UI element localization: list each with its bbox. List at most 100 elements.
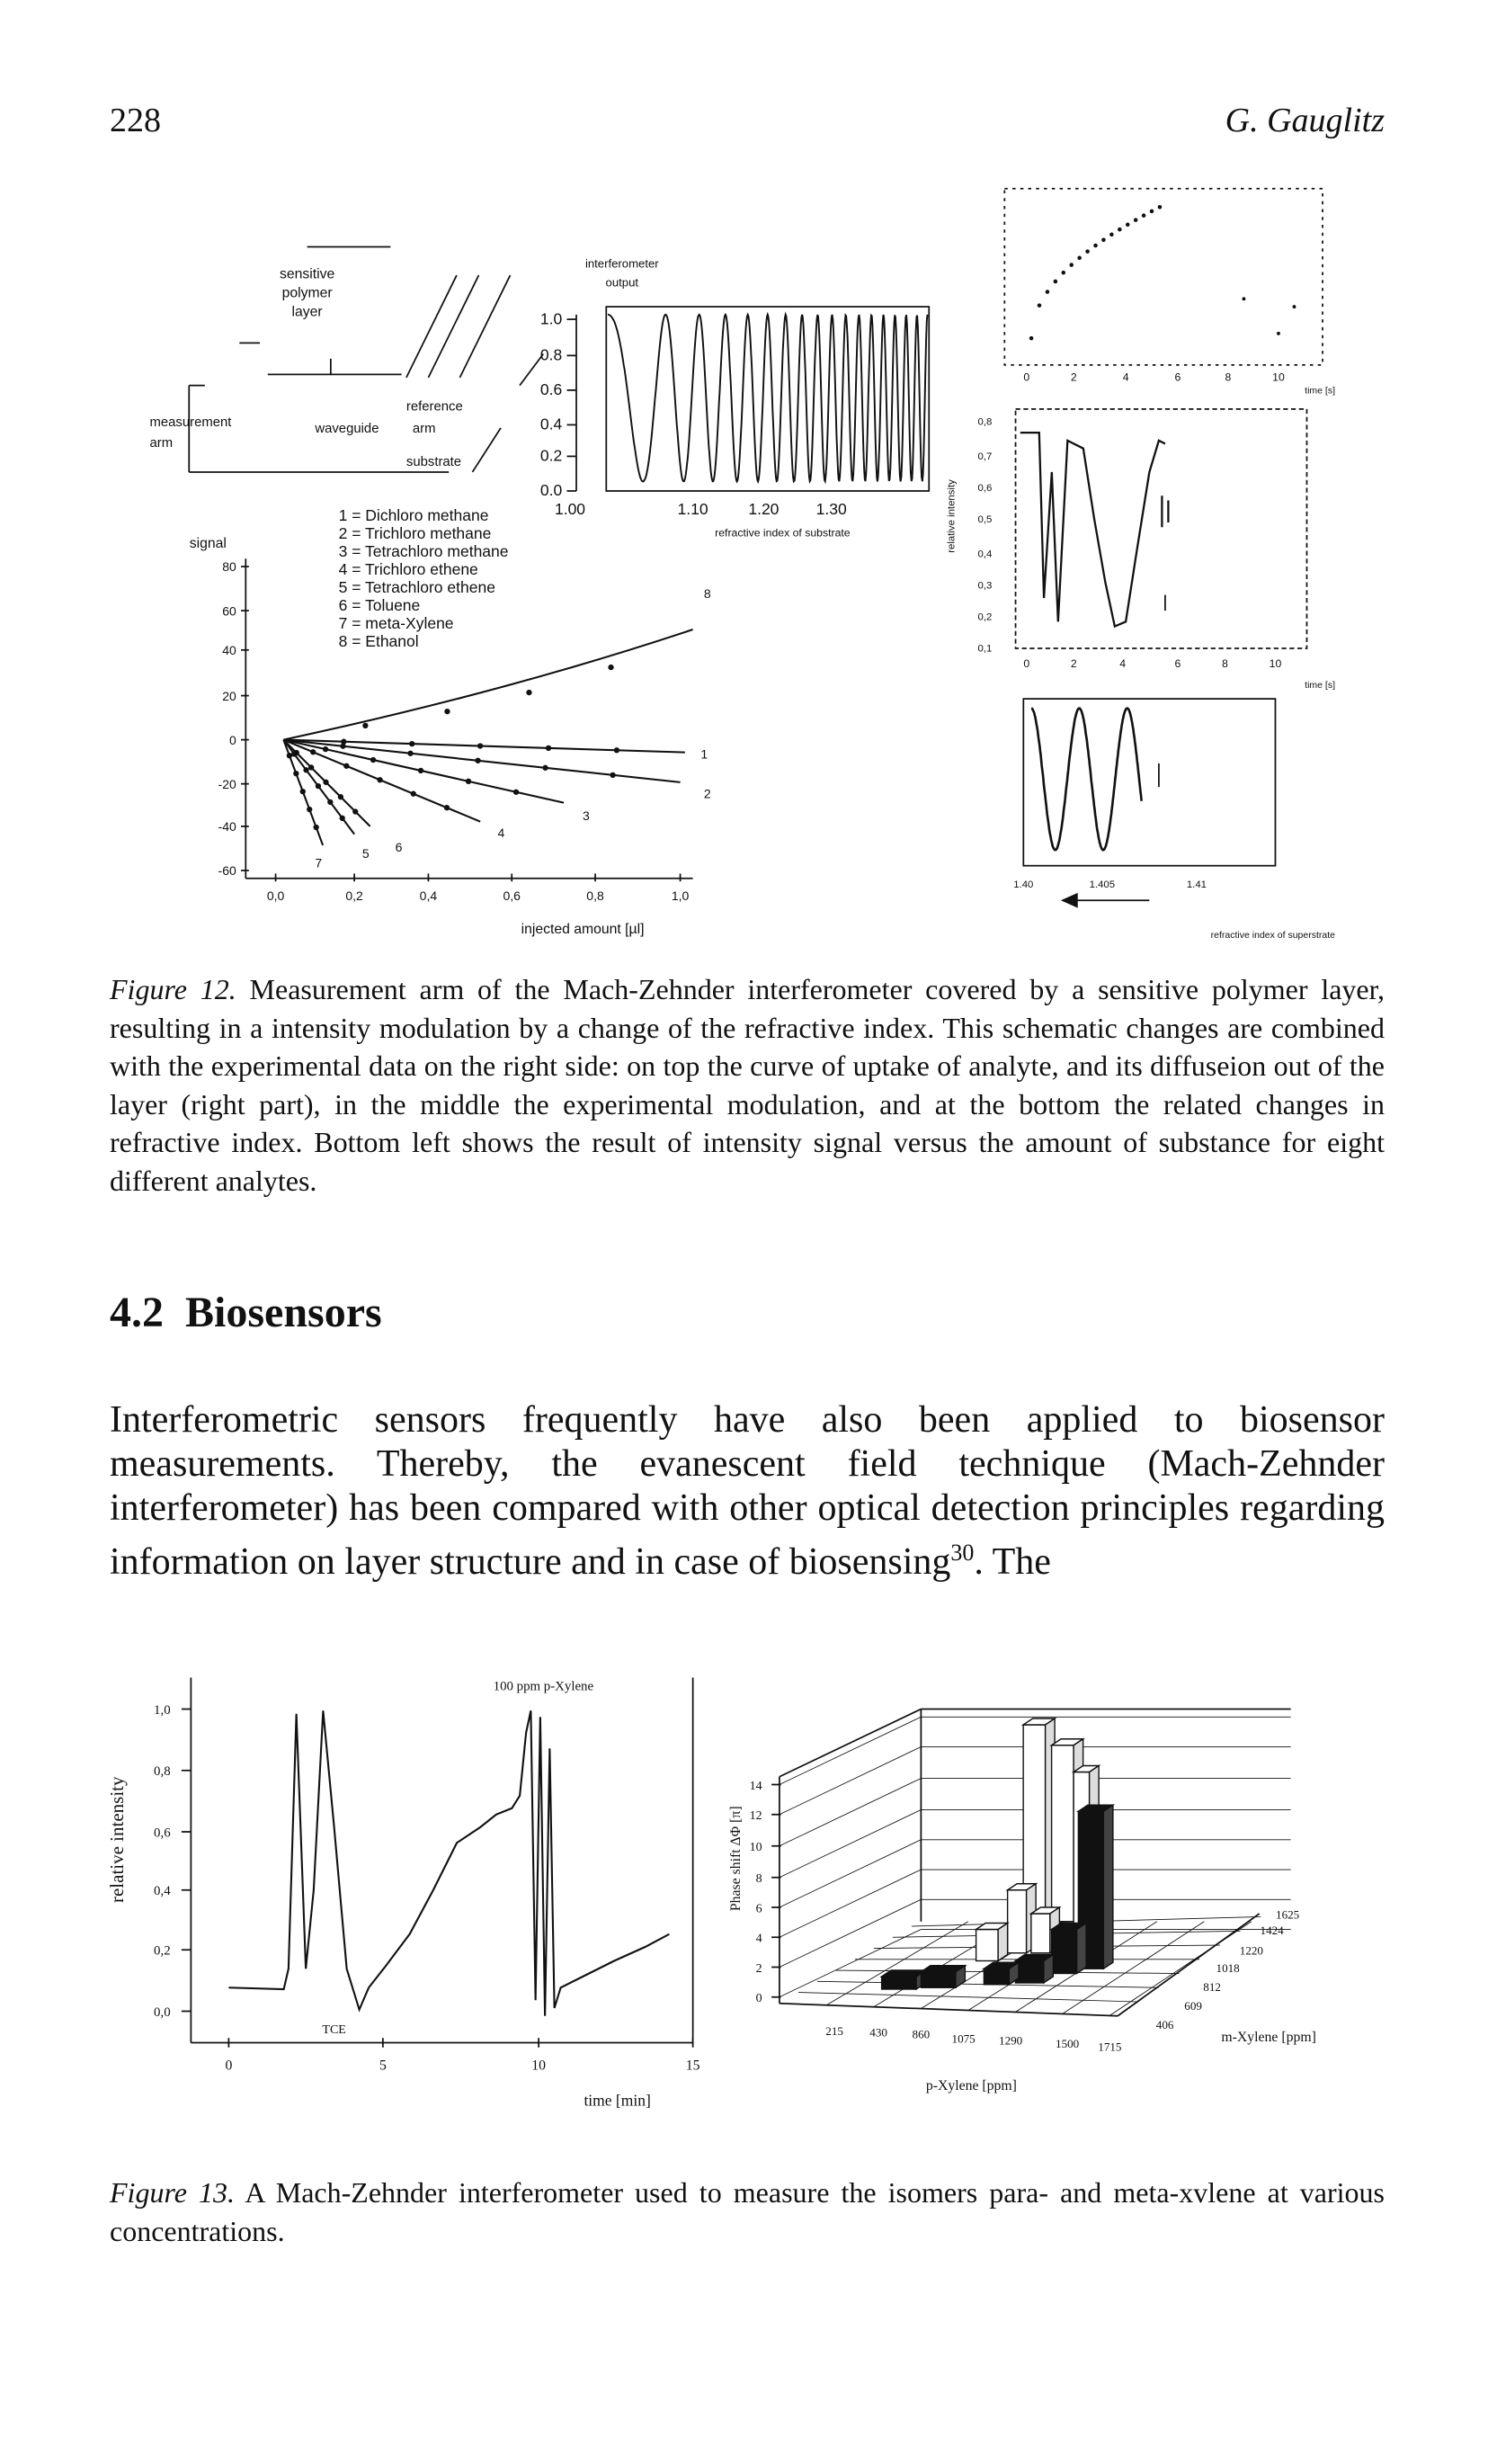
body-paragraph: Interferometric sensors frequently have … xyxy=(110,1398,1385,1585)
marker xyxy=(341,738,347,745)
rule xyxy=(427,274,480,379)
bar xyxy=(975,1928,999,1962)
label: 0,5 xyxy=(977,514,992,525)
marker xyxy=(340,743,346,749)
label: 1424 xyxy=(1261,1924,1285,1937)
marker xyxy=(303,767,309,773)
running-head: G. Gauglitz xyxy=(1225,102,1385,139)
label: 1,0 xyxy=(154,1703,171,1718)
marker xyxy=(293,771,299,777)
marker xyxy=(299,788,306,795)
marker xyxy=(1292,305,1296,309)
label: 6 xyxy=(756,1902,762,1915)
label: time [s] xyxy=(1305,680,1335,691)
marker xyxy=(417,767,424,774)
rule xyxy=(779,1708,922,1778)
label: p-Xylene [ppm] xyxy=(926,2078,1017,2094)
marker xyxy=(307,764,315,771)
marker xyxy=(377,777,383,783)
curve xyxy=(283,629,693,741)
label: 215 xyxy=(825,2024,843,2038)
bar xyxy=(920,1971,957,1988)
rule xyxy=(779,1898,922,1968)
label: 3 xyxy=(583,808,590,823)
label: 8 xyxy=(1225,370,1232,383)
marker xyxy=(475,757,481,763)
label: 0,8 xyxy=(586,888,604,903)
marker xyxy=(409,740,415,747)
label: 2 xyxy=(704,786,711,800)
marker xyxy=(444,708,450,715)
label: 0 xyxy=(756,1992,762,2005)
marker xyxy=(542,764,548,771)
marker xyxy=(1069,263,1074,267)
label: 10 xyxy=(1272,370,1285,383)
label: 12 xyxy=(750,1809,762,1823)
bar-side xyxy=(1102,1803,1114,1970)
bar xyxy=(983,1968,1011,1986)
caption-text: A Mach-Zehnder interferometer used to me… xyxy=(110,2176,1386,2247)
curve xyxy=(1030,707,1143,852)
caption-label: Figure 12. xyxy=(110,973,236,1005)
label: sensitive xyxy=(280,267,335,282)
marker xyxy=(1141,213,1146,218)
label: 0,2 xyxy=(154,1944,171,1959)
label: 1075 xyxy=(952,2032,976,2046)
label: relative intensity xyxy=(946,479,957,553)
bar xyxy=(1050,1928,1078,1975)
label: 1220 xyxy=(1240,1944,1264,1958)
curve xyxy=(608,311,929,485)
label: 0 xyxy=(229,733,236,747)
label: 1.0 xyxy=(540,309,563,327)
rule xyxy=(471,427,502,473)
label: 2 xyxy=(1071,370,1077,383)
label: refractive index of substrate xyxy=(715,527,851,540)
label: -40 xyxy=(218,819,236,834)
figure-13-caption: Figure 13. A Mach-Zehnder interferometer… xyxy=(110,2174,1385,2250)
marker xyxy=(1118,227,1122,232)
label: 0 xyxy=(1023,657,1029,670)
rule xyxy=(779,1746,922,1816)
label: 6 xyxy=(1174,657,1181,670)
figure-13: 100 ppm p-Xylene relative intensity 1,0 0,8… xyxy=(106,1677,1316,2110)
plot-frame xyxy=(1022,698,1277,867)
marker xyxy=(1085,249,1090,254)
label: 860 xyxy=(913,2027,931,2040)
marker xyxy=(313,824,319,831)
label: 1.41 xyxy=(1187,879,1207,890)
marker xyxy=(327,799,334,806)
marker xyxy=(1109,232,1114,237)
label: 0,8 xyxy=(977,416,992,427)
marker xyxy=(315,782,322,790)
marker xyxy=(1037,303,1042,308)
bar xyxy=(880,1976,917,1990)
paragraph-tail: . The xyxy=(974,1541,1051,1583)
label: time [s] xyxy=(1305,385,1335,396)
label: measurement xyxy=(149,415,232,430)
rule xyxy=(779,1778,922,1847)
label: 40 xyxy=(222,643,236,657)
curve xyxy=(1060,892,1078,908)
marker xyxy=(339,815,345,821)
bar xyxy=(1030,1913,1051,1954)
label: polymer xyxy=(282,286,333,301)
label: 1.30 xyxy=(816,500,847,518)
paragraph-text: Interferometric sensors frequently have … xyxy=(110,1399,1385,1583)
label: 0,2 xyxy=(345,888,363,903)
marker xyxy=(465,778,472,784)
label: 0,4 xyxy=(977,549,992,559)
rule xyxy=(779,1716,922,1785)
marker xyxy=(613,747,620,754)
marker xyxy=(1277,331,1280,335)
rule xyxy=(779,2002,1118,2017)
label: 100 ppm p-Xylene xyxy=(494,1680,594,1694)
label: arm xyxy=(413,422,436,436)
curve xyxy=(1020,432,1166,629)
marker xyxy=(1149,209,1154,214)
label: 1.20 xyxy=(748,500,779,518)
label: relative intensity xyxy=(106,1776,128,1903)
label: 1.40 xyxy=(1013,879,1033,890)
label: 0.2 xyxy=(540,447,562,465)
label: 2 = Trichloro methane xyxy=(339,524,492,542)
